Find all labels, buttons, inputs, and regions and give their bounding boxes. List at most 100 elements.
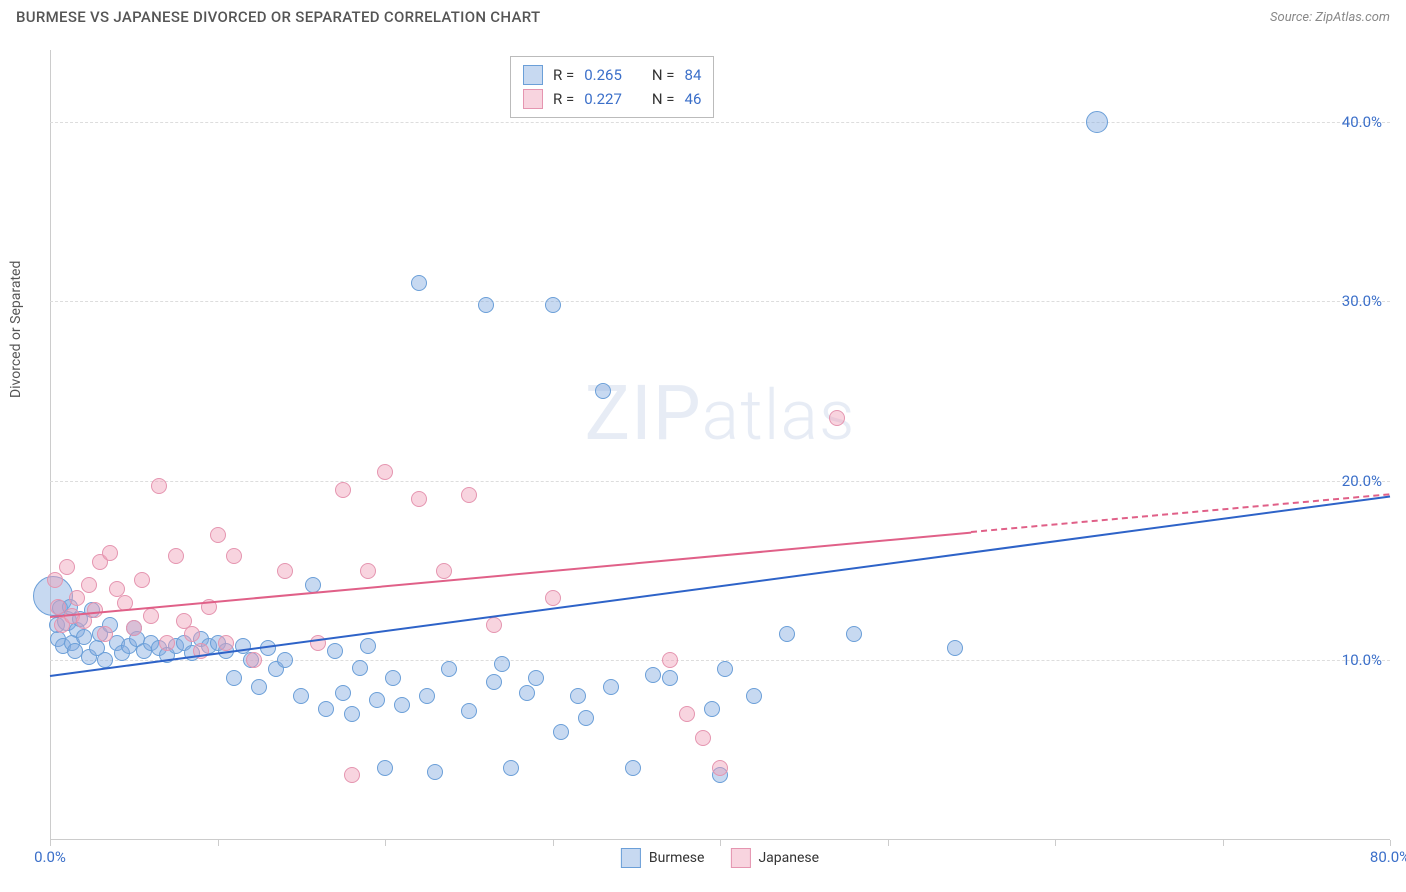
data-point [461,703,477,719]
data-point [69,590,85,606]
data-point [478,297,494,313]
data-point [344,767,360,783]
data-point [310,635,326,651]
x-tick [385,840,386,846]
data-point [168,548,184,564]
data-point [603,679,619,695]
data-point [226,670,242,686]
data-point [159,635,175,651]
data-point [377,760,393,776]
data-point [486,617,502,633]
data-point [662,670,678,686]
legend-swatch-japanese [730,848,750,868]
data-point [545,590,561,606]
legend-label: Burmese [649,850,705,866]
data-point [704,701,720,717]
data-point [846,626,862,642]
x-tick [720,840,721,846]
n-value: 46 [685,90,702,108]
n-value: 84 [685,66,702,84]
data-point [595,383,611,399]
data-point [134,572,150,588]
legend: Burmese Japanese [621,848,819,868]
chart-title: BURMESE VS JAPANESE DIVORCED OR SEPARATE… [16,8,540,26]
data-point [494,656,510,672]
x-tick [888,840,889,846]
data-point [419,688,435,704]
data-point [528,670,544,686]
data-point [81,577,97,593]
data-point [625,760,641,776]
data-point [570,688,586,704]
data-point [486,674,502,690]
y-tick-label: 30.0% [1342,292,1382,310]
r-value: 0.265 [584,66,622,84]
watermark: ZIPatlas [585,368,856,458]
data-point [226,548,242,564]
data-point [712,760,728,776]
data-point [327,643,343,659]
x-tick [1223,840,1224,846]
data-point [344,706,360,722]
plot-region: ZIPatlas 10.0%20.0%30.0%40.0%0.0%80.0% [50,50,1390,840]
chart-area: Divorced or Separated ZIPatlas 10.0%20.0… [50,50,1390,840]
trend-line [50,495,1390,677]
data-point [277,652,293,668]
trend-line [971,493,1390,533]
n-label: N = [652,66,675,84]
data-point [717,661,733,677]
data-point [360,638,376,654]
n-label: N = [652,90,675,108]
data-point [947,640,963,656]
y-tick-label: 40.0% [1342,113,1382,131]
r-value: 0.227 [584,90,622,108]
legend-swatch-burmese [621,848,641,868]
source-label: Source: ZipAtlas.com [1270,10,1390,25]
data-point [210,527,226,543]
data-point [184,626,200,642]
chart-header: BURMESE VS JAPANESE DIVORCED OR SEPARATE… [0,0,1406,30]
data-point [126,620,142,636]
gridline [50,122,1390,123]
data-point [679,706,695,722]
data-point [645,667,661,683]
x-tick-label-right: 80.0% [1370,848,1406,866]
trend-line [50,531,971,617]
data-point [151,478,167,494]
data-point [411,275,427,291]
data-point [503,760,519,776]
data-point [97,626,113,642]
data-point [369,692,385,708]
data-point [829,410,845,426]
watermark-zip: ZIP [585,368,702,458]
data-point [277,563,293,579]
data-point [385,670,401,686]
data-point [143,608,159,624]
data-point [1086,111,1108,133]
gridline [50,481,1390,482]
data-point [519,685,535,701]
data-point [352,660,368,676]
data-point [662,652,678,668]
y-axis-title: Divorced or Separated [8,261,24,398]
data-point [251,679,267,695]
stats-row-burmese: R =0.265N =84 [523,63,701,87]
data-point [436,563,452,579]
data-point [545,297,561,313]
data-point [59,559,75,575]
stats-box: R =0.265N =84R =0.227N =46 [510,56,714,118]
data-point [695,730,711,746]
swatch-japanese [523,89,543,109]
data-point [246,652,262,668]
data-point [102,545,118,561]
data-point [218,635,234,651]
x-tick-label-left: 0.0% [34,848,66,866]
y-tick-label: 20.0% [1342,472,1382,490]
legend-item-burmese: Burmese [621,848,705,868]
data-point [461,487,477,503]
swatch-burmese [523,65,543,85]
data-point [87,602,103,618]
legend-label: Japanese [758,850,819,866]
x-tick [1055,840,1056,846]
data-point [553,724,569,740]
